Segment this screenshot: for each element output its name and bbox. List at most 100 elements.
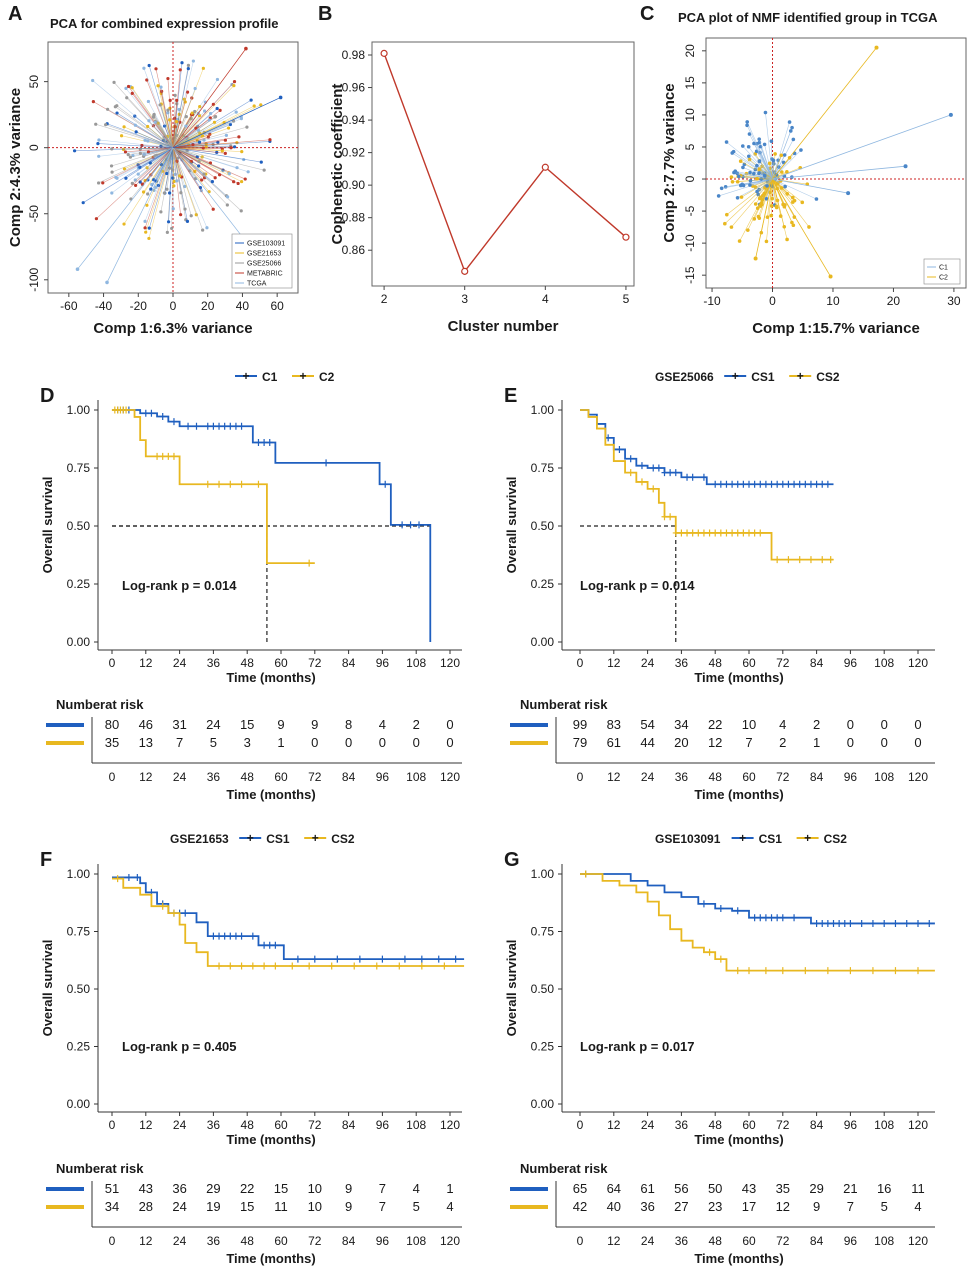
risk-x-tick-label: 36 [675,1234,689,1248]
pca-a-ray [143,147,174,193]
censor-mark-cs1 [819,919,826,927]
risk-count-cs2: 23 [708,1199,722,1214]
x-tick-label: 60 [742,1118,756,1132]
censor-mark-cs2 [306,962,313,970]
pca-c-point [740,144,745,148]
risk-count-cs2: 4 [914,1199,921,1214]
panel-letter-b: B [318,3,332,25]
pca-a-ray [172,115,200,148]
pca-a-ray [172,147,181,176]
x-tick-label: 96 [376,1118,390,1132]
y-tick-label: -5 [683,205,697,216]
risk-count-cs1: 64 [607,1181,621,1196]
censor-mark-cs1 [802,480,809,488]
pca-a-point [168,98,172,102]
pca-c-ray [760,178,773,198]
pca-a-point [201,146,205,150]
risk-x-tick-label: 120 [440,770,460,784]
x-tick-label: 36 [207,656,221,670]
risk-count-c2: 0 [413,735,420,750]
pca-a-point [159,210,163,214]
pca-c-ray [772,178,810,228]
censor-mark-c1 [407,521,414,529]
km-curve-cs2 [580,873,935,972]
pca-a-point [151,115,156,119]
pca-c-point [755,163,759,168]
risk-x-axis-label: Time (months) [226,1251,315,1266]
pca-c-point [752,217,757,221]
km-curve-c2 [112,409,315,565]
pca-a-ray [144,147,174,222]
pca-a-point [124,86,128,90]
censor-mark-cs2 [706,529,713,537]
pca-a-point [213,114,218,119]
y-tick-label: 0.86 [342,243,366,257]
pca-c-point [773,152,777,156]
pca-a-point [202,109,207,113]
pca-a-ray [160,87,174,148]
risk-count-c2: 1 [277,735,284,750]
risk-x-tick-label: 24 [641,1234,655,1248]
logrank-pvalue: Log-rank p = 0.014 [580,578,695,593]
y-tick-label: 1.00 [67,403,91,417]
x-tick-label: 24 [173,656,187,670]
risk-count-cs1: 4 [779,717,786,732]
pca-a-ray [111,147,174,150]
pca-c-point [779,153,784,158]
pca-a-ray [136,131,174,148]
pca-a-point [242,157,246,162]
risk-x-tick-label: 84 [342,1234,356,1248]
censor-mark-cs1 [311,955,318,963]
pca-a-ray [172,147,208,228]
pca-a-ray [125,147,174,153]
pca-c-ray [772,178,782,189]
censor-mark-cs2 [684,529,691,537]
pca-a-point [249,98,253,102]
pca-c-ray [741,178,773,198]
pca-a-point [147,119,151,123]
censor-mark-cs2 [638,478,645,486]
censor-mark-c2 [165,452,172,460]
censor-mark-cs2 [261,962,268,970]
pca-c-point [787,120,792,124]
pca-a-point [239,209,243,213]
legend-title: GSE103091 [655,832,721,846]
pca-a-point [193,109,197,114]
x-tick-label: 48 [709,1118,723,1132]
x-tick-label: 12 [607,656,621,670]
pca-a-ray [96,147,174,219]
risk-table-heading: Numberat risk [520,1161,608,1176]
risk-count-cs1: 51 [105,1181,119,1196]
risk-count-cs1: 16 [877,1181,891,1196]
pca-c-point [771,158,776,163]
pca-c-ray [772,178,831,277]
pca-a-point [215,77,220,82]
risk-count-cs1: 1 [446,1181,453,1196]
pca-a-point [115,176,119,180]
censor-mark-cs2 [779,967,786,975]
pca-c-point [746,154,751,159]
risk-count-cs1: 36 [172,1181,186,1196]
legend-censor-mark: + [804,831,811,845]
censor-mark-cs1 [751,480,758,488]
pca-a-point [240,179,244,184]
censor-mark-cs1 [689,473,696,481]
censor-mark-c1 [148,409,155,417]
pca-a-ray [172,97,281,149]
pca-a-point [232,79,237,84]
risk-count-c1: 31 [172,717,186,732]
pca-a-ray [172,125,187,148]
censor-mark-cs2 [351,962,358,970]
pca-c-point [724,140,729,144]
censor-mark-cs1 [667,469,674,477]
pca-c-point [752,171,756,176]
pca-c-ray [771,179,773,206]
pca-a-ray [172,147,230,174]
pca-a-ray [172,139,270,148]
censor-mark-c2 [227,480,234,488]
pca-c-ray [772,178,786,187]
pca-c-point [730,179,735,184]
risk-count-cs1: 99 [573,717,587,732]
risk-x-tick-label: 24 [173,770,187,784]
panel-c-legend [923,258,961,285]
